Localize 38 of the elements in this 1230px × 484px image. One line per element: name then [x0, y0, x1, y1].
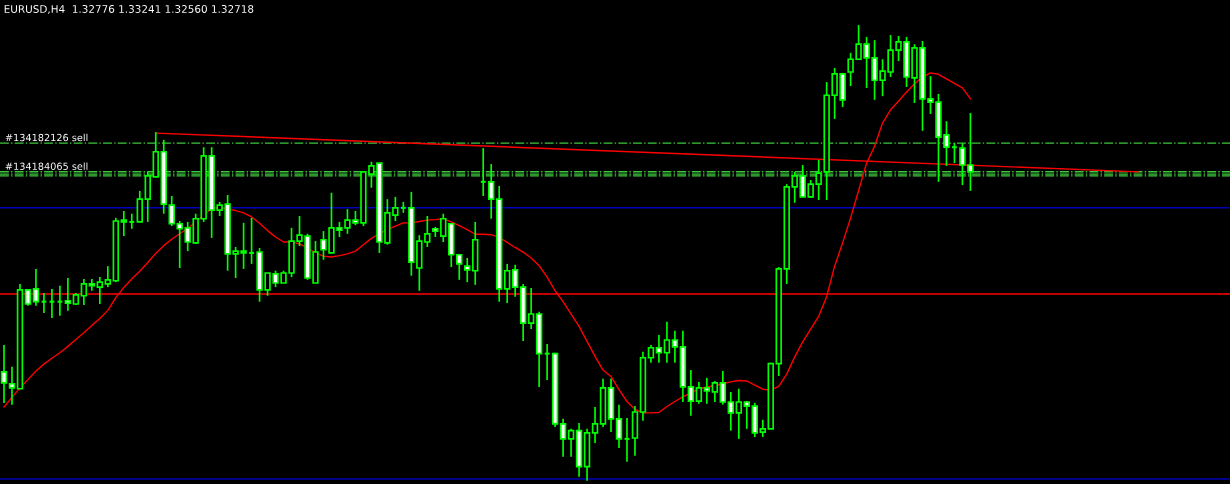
- candlestick: [32, 268, 40, 307]
- candlestick: [64, 277, 72, 312]
- candlestick: [80, 278, 88, 306]
- ref-line-label: #134184065 sell: [5, 162, 88, 170]
- candlestick: [503, 263, 511, 304]
- candlestick: [951, 142, 958, 164]
- candlestick: [703, 376, 711, 405]
- candlestick: [128, 212, 136, 230]
- candlestick: [0, 344, 8, 404]
- candlestick: [543, 343, 551, 381]
- candlestick: [735, 387, 743, 440]
- candlestick: [487, 163, 495, 220]
- candlestick: [615, 403, 623, 449]
- candlestick: [663, 320, 671, 364]
- candlestick: [456, 253, 463, 281]
- candlestick: [136, 190, 144, 223]
- candlestick: [567, 428, 575, 458]
- ref-line-label: #134182126 sell: [5, 133, 88, 142]
- candlestick: [695, 381, 703, 405]
- candlestick: [711, 380, 719, 403]
- candlestick: [719, 370, 727, 406]
- candlestick: [671, 330, 679, 364]
- candlestick: [559, 417, 567, 458]
- candlestick: [120, 210, 128, 237]
- candlestick: [655, 334, 663, 364]
- candlestick: [464, 257, 471, 283]
- candlestick: [591, 406, 599, 444]
- chart-title: EURUSD,H4 1.32776 1.33241 1.32560 1.32718: [4, 5, 254, 14]
- candlestick: [727, 391, 735, 432]
- candlestick: [687, 369, 695, 417]
- candlestick: [104, 265, 112, 288]
- candlestick: [96, 276, 104, 305]
- candlestick: [743, 400, 751, 430]
- candlestick: [511, 263, 519, 298]
- candlestick: [144, 170, 151, 223]
- candlestick: [527, 287, 535, 330]
- candlestick: [8, 366, 16, 406]
- candlestick: [479, 147, 487, 197]
